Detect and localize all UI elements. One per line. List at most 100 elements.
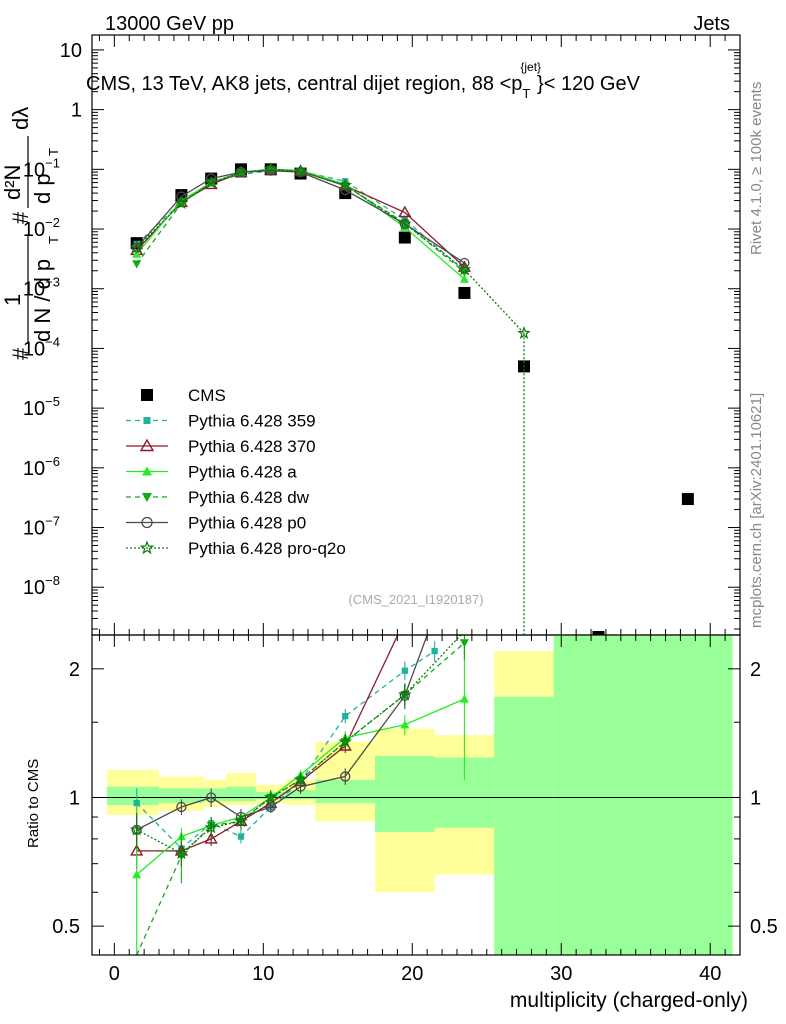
header-right: Jets — [693, 13, 730, 35]
ratio-point-pythia-6-428-pro-q2o — [129, 822, 144, 836]
data-point-pythia-6-428-a — [132, 249, 142, 258]
data-point-pythia-6-428-pro-q2o — [517, 326, 531, 339]
y-label-frac-den: d N / d p — [30, 259, 55, 342]
y-axis-label-main: # 1 d N / d p T # d²N d p T dλ — [0, 107, 61, 360]
data-point-pythia-6-428-p0 — [176, 191, 187, 202]
ratio-point-pythia-6-428-370 — [204, 832, 218, 844]
data-point-pythia-6-428-pro-q2o — [129, 240, 144, 254]
y-tick-exponent: −8 — [45, 573, 60, 588]
chart-title-main: CMS, 13 TeV, AK8 jets, central dijet reg… — [86, 73, 522, 95]
chart-title-sup: {jet} — [520, 60, 541, 74]
legend-label: Pythia 6.428 359 — [188, 412, 316, 431]
ratio-band-green — [285, 790, 316, 800]
y-tick-exponent: −2 — [45, 215, 60, 230]
legend-marker — [139, 438, 155, 452]
x-tick-label: 0 — [109, 963, 120, 985]
ratio-panel-bands — [92, 635, 740, 955]
ratio-band-green — [494, 696, 554, 955]
ratio-y-tick-label: 0.5 — [52, 916, 80, 938]
data-point-pythia-6-428-p0 — [295, 166, 306, 178]
y-tick-label: 10 — [60, 40, 82, 62]
y-tick-exponent: −4 — [45, 334, 60, 349]
x-tick-label: 10 — [252, 963, 274, 985]
y-tick-exponent: −6 — [45, 454, 60, 469]
ratio-point-pythia-6-428-p0 — [176, 801, 187, 813]
ratio-panel-axes: 0 10 20 30 40 0.5 0.5 1 1 2 2 — [52, 35, 778, 985]
ratio-point-pythia-6-428-dw — [459, 639, 469, 648]
y-label-one: 1 — [0, 294, 25, 306]
data-point-pythia-6-428-pro-q2o — [174, 196, 189, 210]
ratio-y-tick-label-right: 2 — [750, 659, 761, 681]
x-tick-label: 40 — [699, 963, 721, 985]
ratio-point-pythia-6-428-pro-q2o — [234, 814, 248, 827]
header-left: 13000 GeV pp — [105, 13, 234, 35]
data-point-pythia-6-428-p0 — [265, 165, 276, 176]
ratio-point-pythia-6-428-p0 — [206, 792, 217, 803]
mcplots-label: mcplots.cern.ch [arXiv:2401.10621] — [748, 393, 765, 628]
data-point-cms — [398, 231, 411, 244]
data-point-pythia-6-428-pro-q2o — [457, 262, 472, 276]
series-line-pythia-6-428-a — [136, 168, 465, 280]
y-tick-exponent: −3 — [45, 275, 60, 290]
x-tick-label: 30 — [550, 963, 572, 985]
ratio-frame — [91, 634, 741, 956]
ratio-band-green — [553, 635, 733, 955]
ratio-point-pythia-6-428-pro-q2o — [204, 820, 218, 834]
ratio-point-pythia-6-428-pro-q2o — [338, 734, 353, 748]
rivet-label: Rivet 4.1.0, ≥ 100k events — [748, 82, 765, 255]
data-point-pythia-6-428-pro-q2o — [234, 165, 248, 179]
ratio-point-pythia-6-428-pro-q2o — [263, 790, 278, 804]
y-tick-exponent: −7 — [45, 514, 60, 529]
legend-label: Pythia 6.428 370 — [188, 437, 316, 456]
ratio-point-pythia-6-428-359 — [342, 712, 349, 720]
ratio-band-green — [106, 786, 160, 806]
ratio-point-pythia-6-428-a — [400, 720, 410, 729]
y-label-frac2-bottom: d p — [30, 173, 55, 204]
data-point-pythia-6-428-pro-q2o — [263, 162, 278, 176]
data-point-cms-offscale — [592, 631, 605, 635]
data-point-pythia-6-428-pro-q2o — [398, 216, 412, 230]
data-point-pythia-6-428-pro-q2o — [293, 164, 308, 177]
series-line-pythia-6-428-dw — [136, 168, 465, 273]
ratio-point-pythia-6-428-359 — [237, 833, 245, 840]
ratio-band-green — [226, 786, 256, 802]
y-tick-exponent: −1 — [45, 155, 60, 170]
series-line-pythia-6-428-p0 — [136, 170, 465, 264]
watermark: (CMS_2021_I1920187) — [348, 592, 483, 607]
x-tick-label: 20 — [401, 963, 423, 985]
x-axis-label: multiplicity (charged-only) — [510, 989, 748, 1012]
main-panel-series — [129, 162, 694, 635]
y-label-dlambda: dλ — [8, 107, 33, 130]
y-tick-label: 10−6 — [23, 454, 60, 480]
ratio-point-pythia-6-428-p0 — [340, 771, 351, 782]
y-label-frac2-bottom-sub: T — [46, 148, 61, 156]
data-point-cms — [458, 286, 471, 299]
legend-marker — [143, 417, 151, 424]
ratio-panel-series — [129, 635, 469, 955]
legend-marker — [142, 466, 152, 476]
legend-marker — [139, 540, 155, 555]
chart-title-tail: }< 120 GeV — [537, 73, 641, 95]
data-point-cms — [681, 493, 694, 506]
data-point-pythia-6-428-p0 — [459, 257, 470, 269]
y-label-frac2-top: d²N — [0, 165, 25, 200]
legend-marker — [141, 516, 153, 529]
y-tick-label: 10−7 — [23, 514, 60, 540]
y-label-hash-1: # — [8, 347, 33, 360]
legend-label: Pythia 6.428 pro-q2o — [188, 539, 346, 558]
y-axis-label-ratio: Ratio to CMS — [25, 759, 42, 848]
y-tick-label: 10−2 — [23, 215, 60, 241]
ratio-point-pythia-6-428-a — [459, 694, 469, 703]
series-line-pythia-6-428-370 — [136, 169, 465, 268]
chart-title: CMS, 13 TeV, AK8 jets, central dijet reg… — [86, 60, 641, 101]
ratio-y-tick-label: 2 — [69, 659, 80, 681]
ratio-point-pythia-6-428-359 — [401, 667, 408, 674]
chart-title-sub: T — [522, 86, 530, 101]
ratio-band-green — [375, 756, 435, 833]
y-label-frac-den-sub: T — [46, 236, 61, 244]
ratio-band-green — [159, 788, 204, 804]
y-tick-label: 1 — [71, 100, 82, 122]
y-tick-label: 10−8 — [23, 573, 60, 599]
data-point-pythia-6-428-p0 — [206, 173, 217, 184]
